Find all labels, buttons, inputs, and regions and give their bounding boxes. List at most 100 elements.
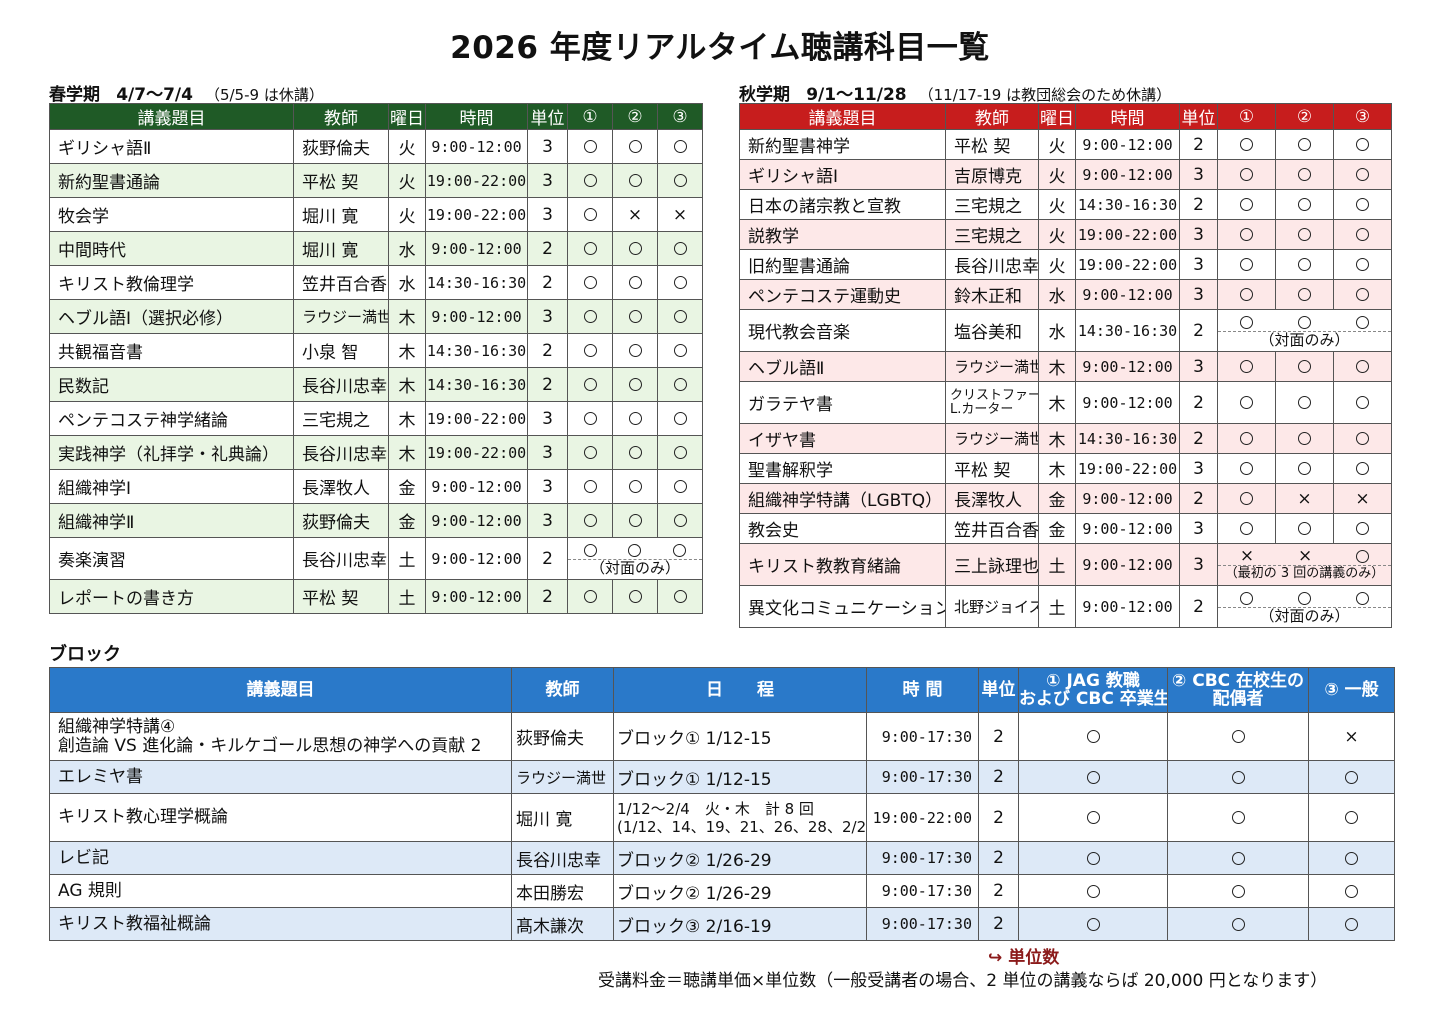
units-cell: 2 (978, 760, 1019, 794)
autumn-header-1: 教師 (945, 103, 1039, 130)
availability-cell-2 (612, 367, 658, 402)
table-row: 中間時代 堀川 寛 水 9:00-12:00 2 (49, 231, 703, 266)
availability-cell-1 (1018, 793, 1168, 842)
teacher-cell: ラウジー満世 (945, 423, 1039, 454)
availability-1-circle-icon (583, 140, 597, 153)
time-cell: 9:00-17:30 (866, 760, 979, 794)
spring-label: 春学期 (49, 85, 100, 105)
subject-cell: ヘブル語Ⅱ (739, 351, 946, 382)
schedule-line1: 1/12～2/4 火・木 計 8 回 (617, 799, 814, 818)
availability-marks (1219, 589, 1391, 607)
availability-2-cross-mark: × (1297, 488, 1312, 509)
availability-cell-3 (657, 231, 703, 266)
teacher-name: ラウジー満世 (302, 308, 389, 326)
subject-cell: レポートの書き方 (49, 579, 294, 614)
availability-cell-3: × (657, 197, 703, 232)
units-cell: 3 (1179, 543, 1218, 586)
teacher-cell: 笠井百合香 (293, 265, 389, 300)
teacher-name: 長澤牧人 (954, 491, 1022, 511)
day-cell: 木 (388, 435, 426, 470)
day-cell: 木 (388, 401, 426, 436)
teacher-name: 吉原博克 (954, 167, 1022, 187)
availability-cell-1 (1217, 279, 1276, 310)
day-cell: 木 (1038, 351, 1076, 382)
availability-cell-2 (612, 469, 658, 504)
availability-cell-2 (1167, 874, 1309, 908)
availability-2-circle-icon (1298, 198, 1311, 211)
block-header-subject: 講義題目 (49, 667, 512, 713)
subject-cell: 民数記 (49, 367, 294, 402)
teacher-cell: 長澤牧人 (293, 469, 389, 504)
table-row: イザヤ書 ラウジー満世木 14:30-16:30 2 (739, 423, 1392, 454)
table-row: 民数記 長谷川忠幸木 14:30-16:30 2 (49, 367, 703, 402)
schedule-line1: ブロック③ 2/16-19 (617, 916, 772, 937)
availability-cell-2 (1275, 249, 1334, 280)
availability-cell-3 (1333, 453, 1392, 484)
availability-cell-1 (567, 265, 613, 300)
spring-header-2: 曜日 (388, 103, 426, 130)
availability-1-circle-icon (583, 446, 597, 459)
spring-header-1: 教師 (293, 103, 389, 130)
availability-note: （対面のみ） (1218, 607, 1391, 624)
availability-cell-2 (612, 129, 658, 164)
units-cell: 2 (978, 874, 1019, 908)
units-cell: 2 (978, 793, 1019, 842)
availability-cell-1 (1217, 219, 1276, 250)
subject-cell: 中間時代 (49, 231, 294, 266)
subject-cell: ヘブル語Ⅰ（選択必修） (49, 299, 294, 334)
availability-2-circle-icon (628, 446, 642, 459)
teacher-cell: 平松 契 (945, 129, 1039, 160)
spring-table: 講義題目 教師 曜日 時間 単位 ① ② ③ ギリシャ語Ⅱ 荻野倫夫火 9:00-12:00 3 新約… (49, 103, 703, 614)
availability-2-circle-icon (1298, 168, 1311, 181)
table-row: キリスト教福祉概論 髙木謙次 ブロック③ 2/16-19 9:00-17:30 2 (49, 907, 1395, 941)
units-cell: 2 (1179, 309, 1218, 352)
availability-cell-1 (567, 367, 613, 402)
availability-cell-3 (1333, 159, 1392, 190)
subject-line1: キリスト教福祉概論 (58, 913, 211, 934)
availability-1-circle-icon (1086, 730, 1100, 743)
availability-1-circle-icon (583, 543, 597, 557)
availability-cell-3 (1333, 513, 1392, 544)
table-row: キリスト教教育緒論 三上詠理也土 9:00-12:00 3 × × （最初の 3 回の講義の… (739, 543, 1392, 586)
time-cell: 9:00-12:00 (425, 503, 528, 538)
teacher-name: 平松 契 (954, 137, 1011, 157)
availability-1-circle-icon (1240, 198, 1253, 211)
units-cell: 3 (527, 197, 568, 232)
availability-cell-3 (1333, 381, 1392, 424)
teacher-cell: 長谷川忠幸 (293, 537, 389, 580)
subject-cell: 奏楽演習 (49, 537, 294, 580)
day-cell: 火 (388, 163, 426, 198)
availability-cell-1 (1217, 249, 1276, 280)
units-cell: 3 (1179, 351, 1218, 382)
units-cell: 3 (1179, 279, 1218, 310)
availability-3-circle-icon (1345, 917, 1358, 931)
availability-2-circle-icon (628, 242, 642, 255)
availability-3-circle-icon (673, 378, 687, 391)
time-cell: 19:00-22:00 (1075, 219, 1180, 250)
autumn-header-5: ① (1217, 103, 1276, 130)
availability-1-circle-icon (583, 412, 597, 425)
subject-cell: 旧約聖書通論 (739, 249, 946, 280)
availability-cell-1 (1217, 453, 1276, 484)
availability-cell-1 (1217, 159, 1276, 190)
availability-3-circle-icon (1356, 138, 1369, 151)
subject-line1: AG 規則 (58, 880, 122, 901)
autumn-header-2: 曜日 (1038, 103, 1076, 130)
subject-cell: ペンテコステ運動史 (739, 279, 946, 310)
availability-marks (1219, 313, 1391, 331)
schedule-cell: ブロック② 1/26-29 (613, 841, 867, 875)
availability-cell-3 (657, 129, 703, 164)
availability-cell-2 (612, 231, 658, 266)
availability-2-circle-icon (1298, 462, 1311, 475)
day-cell: 火 (388, 197, 426, 232)
day-cell: 水 (1038, 309, 1076, 352)
availability-3-circle-icon (1345, 884, 1358, 898)
units-cell: 2 (978, 712, 1019, 761)
teacher-name: 三宅規之 (954, 197, 1022, 217)
teacher-cell: 小泉 智 (293, 333, 389, 368)
day-cell: 木 (1038, 423, 1076, 454)
teacher-cell: 長谷川忠幸 (293, 435, 389, 470)
availability-cell-2 (1275, 189, 1334, 220)
table-row: ペンテコステ神学緒論 三宅規之木 19:00-22:00 3 (49, 401, 703, 436)
fee-note: 受講料金＝聴講単価×単位数（一般受講者の場合、2 単位の講義ならば 20,000… (598, 971, 1328, 991)
